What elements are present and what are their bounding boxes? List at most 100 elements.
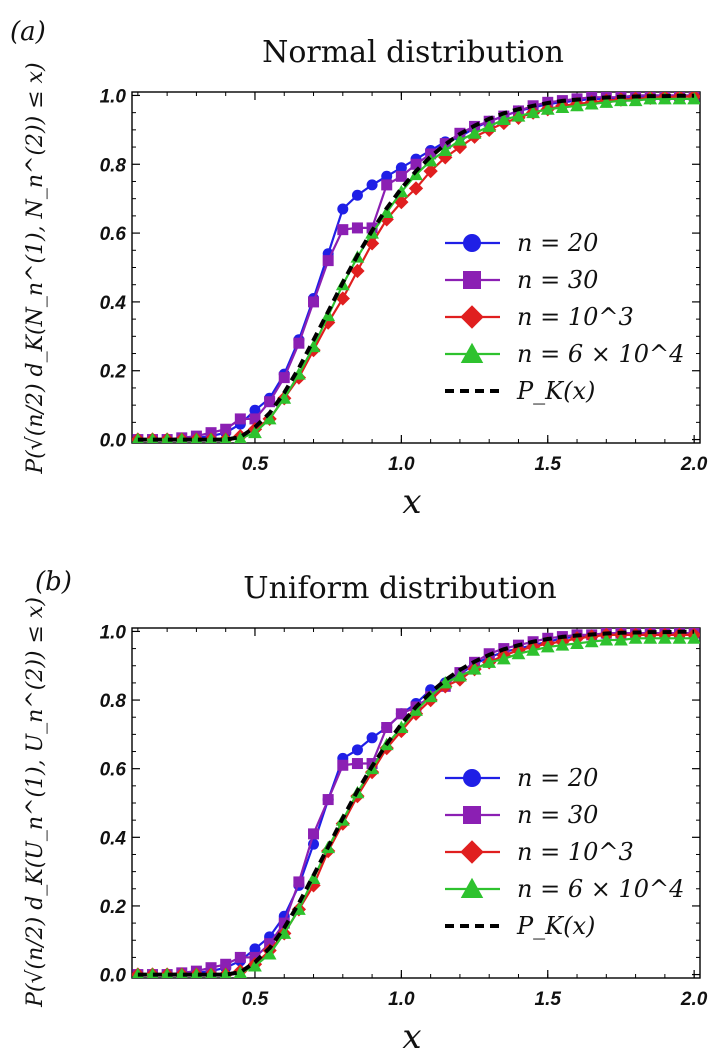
data-point [234,951,246,963]
series-layer [132,92,700,443]
legend-label: n = 6 × 10^4 [517,340,684,368]
data-point [248,425,262,439]
y-tick-label: 0.0 [100,431,127,452]
legend-marker [460,877,484,898]
legend-item: n = 6 × 10^4 [445,340,684,368]
y-tick-label: 0.6 [100,760,127,781]
legend-a: n = 20 n = 30 n = 10^3 n = 6 × 10^4 P_K(x) [445,229,684,405]
legend-label: n = 20 [517,229,598,257]
x-tick-label: 0.5 [242,989,269,1010]
data-point [366,179,378,191]
data-point [366,732,378,744]
data-point [335,291,350,306]
panel-label-b: (b) [35,567,72,597]
x-tick-label: 1.0 [388,989,415,1010]
y-tick-label: 0.8 [100,691,127,712]
data-point [262,412,277,425]
data-point [467,126,482,139]
data-point [614,93,628,107]
legend-marker [463,806,481,824]
x-tick-label: 2.0 [680,454,708,475]
data-point [248,959,262,972]
y-tick-label: 1.0 [100,86,127,107]
panel-b: (b) Uniform distribution 0.0 0.2 0.4 0.6 0.8… [23,567,708,1054]
legend-marker [463,234,481,252]
legend-item: n = 10^3 [445,838,634,866]
data-point [381,170,393,182]
chart-title-b: Uniform distribution [243,571,556,606]
data-point [687,92,700,105]
data-point [526,643,540,656]
data-point [555,638,570,651]
data-point [540,639,555,653]
data-point [408,181,424,196]
data-point [350,263,365,279]
x-tick-label: 0.5 [242,454,269,475]
legend-item: n = 20 [445,229,598,257]
x-tick-label: 1.5 [535,454,562,475]
legend-label: n = 10^3 [517,303,634,331]
data-point [351,189,363,201]
legend-item: P_K(x) [445,912,595,940]
data-point [570,98,584,112]
data-point [234,413,246,425]
data-point [395,162,407,174]
data-point [511,646,526,660]
data-point [643,92,658,105]
legend-b: n = 20 n = 30 n = 10^3 n = 6 × 10^4 P_K(x) [445,764,684,940]
data-point [672,92,687,105]
data-point [657,631,672,644]
data-point [423,153,438,167]
data-point [672,631,687,644]
data-point [234,431,247,443]
series-layer [132,628,700,978]
legend-item: n = 10^3 [445,303,634,331]
data-point [482,655,497,668]
series-line [137,629,695,977]
data-point [249,413,261,425]
y-tick-label: 0.6 [100,224,127,245]
legend-marker [460,840,484,864]
legend-item: n = 6 × 10^4 [445,875,684,903]
data-point [496,112,511,126]
data-point [439,138,451,150]
x-tick-label: 1.5 [535,989,562,1010]
data-point [423,163,438,179]
data-point [584,634,599,648]
data-point [555,100,570,113]
plot-area-a: 0.0 0.2 0.4 0.6 0.8 1.0 0.5 1.0 1.5 2.0 [100,86,708,475]
y-axis-label-a: P(√(n/2) d_K(N_n^(1), N_n^(2)) ≤ x) [23,62,48,474]
data-point [614,633,628,646]
data-point [351,744,363,756]
x-tick-label: 1.0 [388,454,415,475]
y-tick-label: 0.0 [100,966,127,987]
legend-marker [463,271,481,289]
legend-marker [463,769,481,787]
data-point [322,794,334,806]
data-point [249,943,261,955]
data-point [643,631,658,644]
data-point [526,105,540,119]
y-tick-label: 0.4 [100,828,127,849]
legend-label: n = 30 [517,801,598,829]
data-point [337,203,349,215]
panel-label-a: (a) [10,17,46,47]
legend-item: n = 30 [445,801,598,829]
data-point [628,631,643,644]
data-point [220,958,232,970]
data-point [453,669,467,682]
series-line [137,93,695,442]
data-point [321,308,336,322]
y-axis-label-b: P(√(n/2) d_K(U_n^(1), U_n^(2)) ≤ x) [23,597,48,1008]
data-point [264,396,276,408]
legend-label: n = 20 [517,764,598,792]
legend-item: P_K(x) [445,377,595,405]
data-point [293,337,305,349]
legend-label: P_K(x) [516,377,595,405]
data-point [262,947,277,960]
data-point [337,224,349,236]
series-4 [137,93,695,442]
data-point [337,759,349,771]
